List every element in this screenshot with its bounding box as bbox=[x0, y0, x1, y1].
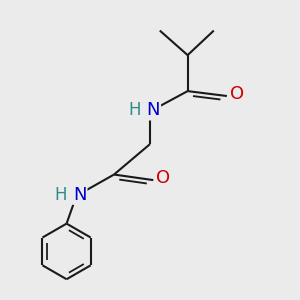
Text: O: O bbox=[156, 169, 170, 188]
Text: O: O bbox=[230, 85, 244, 103]
Text: N: N bbox=[73, 186, 86, 204]
Text: H: H bbox=[54, 186, 67, 204]
Text: H: H bbox=[128, 101, 140, 119]
Text: N: N bbox=[146, 101, 160, 119]
